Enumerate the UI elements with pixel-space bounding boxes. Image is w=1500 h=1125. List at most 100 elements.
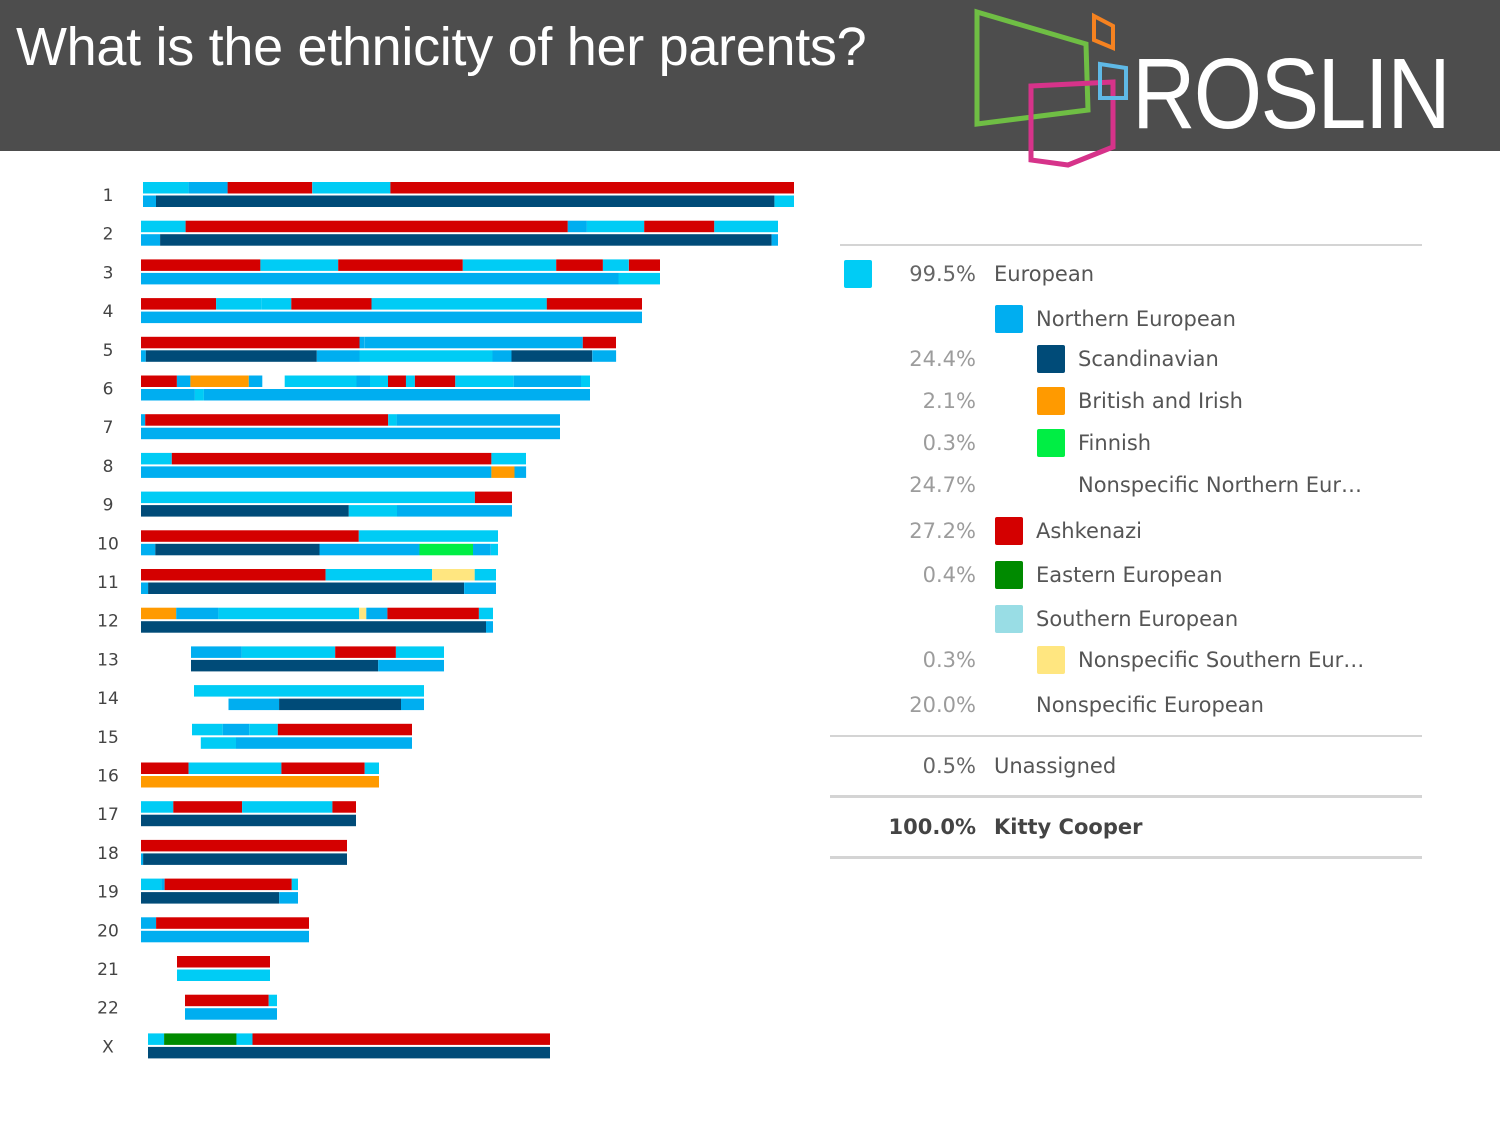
chromosome-segment-ashkenazi [177, 956, 270, 968]
legend-swatch-icon [995, 605, 1023, 633]
chromosome-segment-northern [176, 607, 219, 620]
chromosome-segment-scandinavian [156, 195, 775, 207]
legend-row: 0.3% Nonspecific Southern Eur… [830, 646, 1430, 676]
chromosome-segment-european [364, 762, 379, 774]
legend-label: Eastern European [1036, 563, 1223, 587]
chromosome-segment-ashkenazi [628, 259, 660, 271]
legend-row: 24.4% Scandinavian [830, 345, 1430, 375]
chromosome-segment-northern [366, 607, 388, 620]
chromosome-segment-scandinavian [155, 543, 320, 556]
chromosome-segment-ashkenazi [390, 182, 794, 194]
legend-row: 0.3% Finnish [830, 429, 1430, 459]
legend-pct: 0.3% [922, 648, 976, 672]
chromosome-segment-ashkenazi [277, 723, 412, 736]
slide-header: What is the ethnicity of her parents? [0, 0, 1500, 151]
slide-title: What is the ethnicity of her parents? [16, 17, 867, 77]
chromosome-segment-european [260, 259, 339, 271]
chromosome-segment-european [192, 723, 223, 736]
chromosome-segment-european [455, 375, 514, 387]
chromosome-segment-european [177, 969, 270, 981]
chromosome-segment-european [359, 350, 493, 362]
chromosome-segment-northern [359, 336, 365, 349]
chromosome-segment-european [141, 878, 162, 891]
legend-swatch-icon [844, 260, 872, 288]
legend-pct: 99.5% [909, 262, 976, 286]
chromosome-segment-ashkenazi [185, 220, 568, 233]
chromosome-segment-northern [141, 930, 309, 943]
chromosome-segment-european [261, 298, 292, 310]
chromosome-segment-scandinavian [145, 350, 317, 362]
chromosome-segment-northern [513, 375, 582, 387]
chromosome-segment-european [194, 685, 424, 697]
chromosome-label: 16 [97, 767, 119, 787]
chromosome-segment-northern [464, 582, 496, 594]
chromosome-segment-ashkenazi [252, 1033, 550, 1045]
chromosome-segment-northern [316, 350, 360, 362]
chromosome-segment-european [462, 259, 557, 271]
legend-swatch-icon [1037, 429, 1065, 457]
chromosome-label: 14 [97, 689, 119, 709]
chromosome-label: 9 [103, 496, 114, 516]
chromosome-segment-european [218, 607, 360, 620]
chromosome-segment-european [188, 762, 282, 774]
legend-label: Ashkenazi [1036, 519, 1142, 543]
chromosome-segment-northern [397, 505, 512, 517]
legend-pct: 2.1% [922, 389, 976, 413]
legend-row: 20.0% Nonspecific European [830, 691, 1430, 721]
chromosome-segment-scandinavian [160, 234, 772, 246]
chromosome-segment-ashkenazi [281, 762, 365, 774]
chromosome-segment-ashkenazi [582, 336, 616, 349]
chromosome-label: 2 [103, 225, 114, 245]
legend-rule-2 [830, 795, 1422, 798]
chromosome-segment-scandinavian [141, 814, 356, 827]
chromosome-segment-nonspecific-southern [432, 569, 475, 581]
chromosome-segment-nonspecific-southern [359, 607, 367, 620]
chromosome-segment-northern [319, 543, 420, 556]
chromosome-segment-british-irish [141, 607, 177, 620]
chromosome-segment-european [405, 375, 415, 387]
legend-label: Scandinavian [1078, 347, 1219, 371]
chromosome-segment-european [200, 737, 236, 749]
chromosome-label: 22 [97, 999, 119, 1019]
roslin-logo-icon [974, 8, 1128, 168]
chromosome-segment-european [141, 801, 174, 813]
chromosome-segment-ashkenazi [185, 994, 269, 1007]
chromosome-segment-northern [771, 234, 778, 246]
chromosome-segment-ashkenazi [141, 839, 347, 852]
chromosome-segment-northern [141, 311, 151, 324]
chromosome-segment-ashkenazi [173, 801, 243, 813]
chromosome-segment-northern [141, 466, 492, 478]
chromosome-segment-european [774, 195, 794, 207]
chromosome-segment-ashkenazi [388, 375, 406, 387]
legend-swatch-icon [995, 561, 1023, 589]
chromosome-segment-northern [141, 272, 619, 285]
chromosome-segment-ashkenazi [145, 414, 389, 426]
chromosome-segment-northern [396, 414, 560, 426]
legend-swatch-icon [1037, 646, 1065, 674]
chromosome-label: 7 [103, 418, 114, 438]
legend-swatch-icon [995, 305, 1023, 333]
legend-label: Northern European [1036, 307, 1236, 331]
chromosome-label: 3 [103, 263, 114, 283]
chromosome-segment-northern [222, 723, 250, 736]
legend-row-total: 100.0% Kitty Cooper [830, 813, 1430, 843]
chromosome-segment-northern [486, 621, 493, 633]
chromosome-segment-northern [567, 220, 587, 233]
chromosome-segment-european [141, 220, 186, 233]
chromosome-segment-northern [279, 892, 298, 904]
chromosome-segment-northern [141, 389, 195, 401]
chromosome-segment-northern [141, 543, 156, 556]
chromosome-segment-northern [378, 659, 444, 672]
chromosome-segment-ashkenazi [335, 646, 396, 658]
chromosome-segment-european [291, 878, 298, 891]
chromosome-segment-ashkenazi [141, 762, 189, 774]
chromosome-segment-northern [141, 350, 146, 362]
chromosome-label: 4 [103, 302, 114, 322]
chromosome-segment-european [143, 182, 189, 194]
chromosome-segment-northern [161, 878, 165, 891]
chromosome-segment-northern [203, 389, 590, 401]
chromosome-segment-northern [364, 336, 583, 349]
chromosome-segment-eastern [164, 1033, 237, 1045]
chromosome-segment-european [478, 607, 493, 620]
